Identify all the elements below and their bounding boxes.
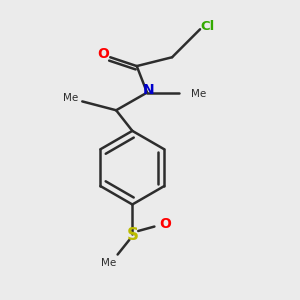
Text: Me: Me (101, 258, 116, 268)
Text: S: S (126, 226, 138, 244)
Text: Me: Me (63, 94, 78, 103)
Text: Me: Me (191, 89, 206, 99)
Text: O: O (159, 217, 171, 231)
Text: O: O (97, 47, 109, 61)
Text: Cl: Cl (200, 20, 214, 33)
Text: N: N (143, 83, 154, 97)
